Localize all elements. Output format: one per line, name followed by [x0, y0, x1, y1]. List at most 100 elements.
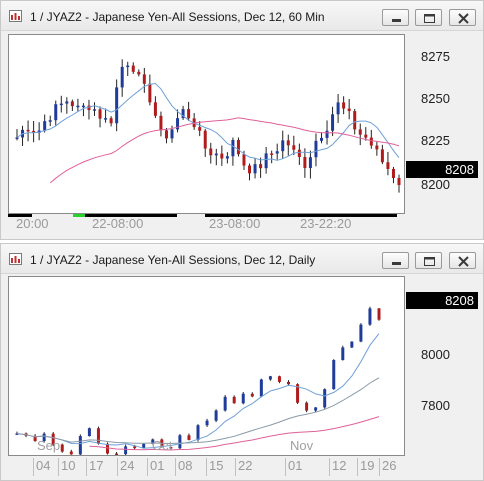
candle-body — [54, 104, 58, 121]
maximize-button[interactable] — [415, 9, 442, 26]
candle-body — [231, 139, 235, 157]
candle-body — [303, 156, 307, 169]
chart-window-60min[interactable]: 1 / JYAZ2 - Japanese Yen-All Sessions, D… — [0, 0, 484, 240]
candle-body — [377, 308, 381, 320]
month-axis-label: Sep — [37, 438, 61, 453]
candle-body — [375, 145, 379, 150]
candle-body — [331, 114, 335, 131]
session-time-axis: 20:00 22-08:00 23-08:00 23-22:20 — [8, 214, 397, 232]
day-axis-label: 01 — [147, 458, 165, 476]
candle-body — [196, 425, 200, 440]
candle-body — [325, 130, 329, 138]
candle-body — [380, 149, 384, 163]
day-axis-label: 12 — [329, 458, 347, 476]
close-button[interactable] — [449, 252, 476, 269]
maximize-button[interactable] — [415, 252, 442, 269]
candle-body — [297, 149, 301, 157]
month-axis-label: Oct — [152, 438, 173, 453]
candle-body — [287, 381, 290, 385]
candle-body — [336, 102, 340, 115]
day-axis-label: 15 — [206, 458, 224, 476]
candle-body — [314, 140, 318, 158]
candle-body — [209, 148, 213, 156]
candle-body — [281, 140, 285, 152]
time-axis-label: 22-08:00 — [92, 216, 144, 231]
minimize-button[interactable] — [382, 9, 409, 26]
candle-body — [142, 443, 146, 449]
candle-body — [120, 66, 124, 88]
candle-body — [15, 137, 19, 139]
candlestick-chart-60min[interactable] — [9, 35, 405, 214]
candle-body — [397, 178, 401, 186]
session-bar — [85, 214, 177, 217]
candle-body — [69, 451, 73, 455]
time-axis-label: 23-08:00 — [209, 216, 261, 231]
candle-body — [332, 360, 336, 390]
candle-body — [65, 101, 69, 104]
time-axis-label: 20:00 — [16, 216, 49, 231]
candle-body — [292, 145, 296, 150]
candle-body — [81, 105, 85, 108]
window-titlebar[interactable]: 1 / JYAZ2 - Japanese Yen-All Sessions, D… — [1, 244, 483, 274]
candle-body — [51, 433, 55, 445]
candle-body — [126, 65, 130, 68]
window-titlebar[interactable]: 1 / JYAZ2 - Japanese Yen-All Sessions, D… — [1, 1, 483, 31]
day-axis-label: 26 — [379, 458, 397, 476]
price-axis-label: 8275 — [421, 49, 450, 64]
moving-average-slow — [49, 117, 400, 184]
candle-body — [178, 435, 182, 449]
candle-body — [250, 393, 254, 397]
candle-body — [96, 428, 100, 444]
candle-body — [232, 396, 236, 404]
candle-body — [115, 453, 119, 455]
candle-body — [15, 433, 19, 435]
chart-window-icon — [9, 10, 22, 22]
moving-average-slow — [89, 416, 380, 451]
time-axis-label: 23-22:20 — [300, 216, 352, 231]
candle-body — [137, 71, 141, 75]
day-axis-label: 22 — [235, 458, 253, 476]
price-plot-daily[interactable] — [8, 276, 405, 456]
candle-body — [225, 156, 229, 159]
maximize-icon — [424, 257, 435, 266]
candle-body — [220, 153, 224, 159]
candle-body — [104, 118, 108, 120]
candle-body — [43, 121, 47, 131]
price-plot-60min[interactable] — [8, 34, 405, 214]
candle-body — [341, 347, 345, 361]
candle-body — [323, 389, 327, 408]
candle-body — [124, 446, 128, 455]
candle-body — [164, 130, 168, 139]
candle-body — [203, 130, 207, 149]
minimize-icon — [392, 19, 401, 22]
candle-body — [33, 435, 37, 442]
maximize-icon — [424, 14, 435, 23]
session-bar-active — [73, 214, 85, 217]
price-axis-label: 8000 — [421, 347, 450, 362]
candle-body — [305, 402, 309, 411]
day-axis-label: 10 — [58, 458, 76, 476]
window-title: 1 / JYAZ2 - Japanese Yen-All Sessions, D… — [30, 253, 316, 267]
candle-body — [181, 109, 185, 119]
close-button[interactable] — [449, 9, 476, 26]
month-axis-label: Nov — [290, 438, 314, 453]
candlestick-chart-daily[interactable] — [9, 277, 405, 456]
session-bar — [205, 214, 397, 217]
candle-body — [275, 151, 279, 154]
candle-body — [60, 444, 64, 452]
candle-body — [87, 105, 91, 111]
close-icon — [458, 256, 469, 267]
minimize-button[interactable] — [382, 252, 409, 269]
candle-body — [259, 164, 263, 169]
candle-body — [48, 120, 52, 122]
candle-body — [109, 118, 113, 124]
candle-body — [205, 420, 209, 426]
price-axis-label: 8225 — [421, 133, 450, 148]
candle-body — [106, 443, 109, 454]
candle-body — [369, 137, 373, 146]
chart-window-daily[interactable]: 1 / JYAZ2 - Japanese Yen-All Sessions, D… — [0, 243, 484, 481]
candle-body — [131, 65, 135, 72]
moving-average-fast — [16, 333, 380, 449]
candle-body — [264, 153, 268, 169]
candle-body — [187, 435, 191, 440]
